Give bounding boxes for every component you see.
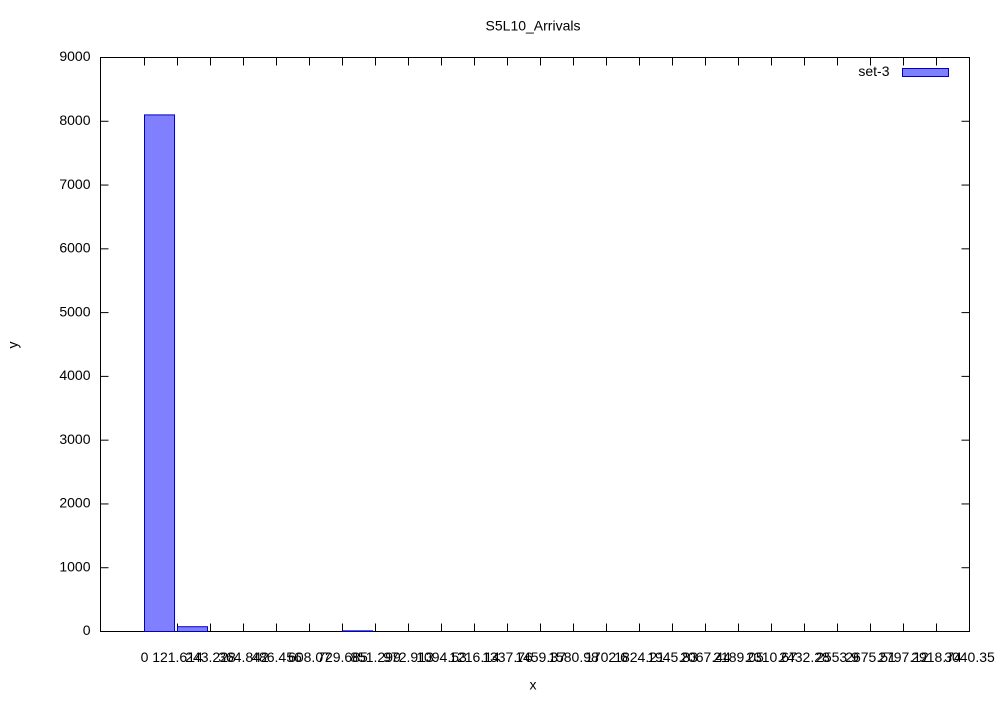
x-tick-label: 1216.14	[449, 649, 500, 665]
chart-title: S5L10_Arrivals	[486, 18, 581, 34]
x-tick-label: 121.614	[152, 649, 203, 665]
x-tick-label: 2189.05	[713, 649, 764, 665]
y-tick-label: 2000	[59, 495, 90, 511]
x-tick-label: 243.228	[185, 649, 236, 665]
x-tick-label: 972.913	[383, 649, 434, 665]
x-tick-label: 2797.12	[878, 649, 929, 665]
y-tick-label: 9000	[59, 48, 90, 64]
legend-label: set-3	[858, 63, 889, 79]
x-tick-label: 1337.76	[482, 649, 533, 665]
x-tick-label: 3040.35	[944, 649, 995, 665]
plot-border	[100, 57, 970, 632]
y-tick-label: 5000	[59, 303, 90, 319]
bar	[177, 626, 209, 633]
y-tick-label: 6000	[59, 240, 90, 256]
x-tick-label: 608.07	[288, 649, 331, 665]
x-tick-label: 729.685	[317, 649, 368, 665]
x-tick-label: 1702.6	[585, 649, 628, 665]
x-tick-label: 0	[141, 649, 149, 665]
x-axis-label: x	[530, 677, 537, 693]
x-tick-label: 1580.98	[548, 649, 599, 665]
bar	[342, 630, 374, 633]
legend-swatch	[902, 68, 949, 77]
y-tick-label: 7000	[59, 176, 90, 192]
x-tick-label: 851.299	[350, 649, 401, 665]
x-tick-label: 1945.83	[647, 649, 698, 665]
x-tick-label: 2310.67	[746, 649, 797, 665]
bar	[144, 114, 176, 632]
y-tick-label: 3000	[59, 431, 90, 447]
x-tick-label: 2432.28	[779, 649, 830, 665]
x-tick-label: 486.456	[251, 649, 302, 665]
x-tick-label: 1824.21	[614, 649, 665, 665]
x-tick-label: 2918.74	[911, 649, 962, 665]
y-tick-label: 4000	[59, 367, 90, 383]
x-tick-label: 2067.44	[680, 649, 731, 665]
x-tick-label: 1094.53	[416, 649, 467, 665]
x-tick-label: 1459.37	[515, 649, 566, 665]
x-tick-label: 364.842	[218, 649, 269, 665]
y-axis-label: y	[5, 342, 21, 349]
y-tick-label: 8000	[59, 112, 90, 128]
x-tick-label: 2675.51	[845, 649, 896, 665]
x-tick-label: 2553.9	[816, 649, 859, 665]
y-tick-label: 1000	[59, 558, 90, 574]
y-tick-label: 0	[83, 622, 91, 638]
